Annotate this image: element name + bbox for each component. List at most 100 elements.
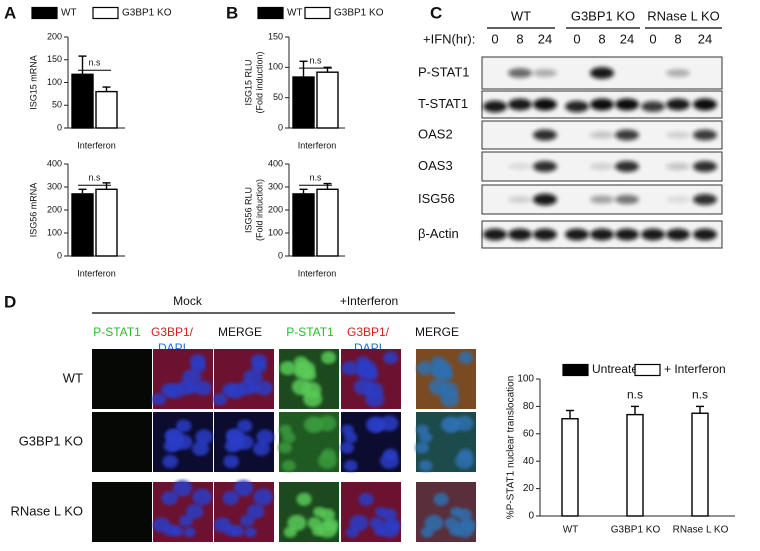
y-tick-label: 0 — [278, 250, 283, 260]
y-tick-label: 0 — [528, 511, 534, 522]
blot-band — [483, 228, 507, 241]
y-axis-label: (Fold induction) — [254, 51, 264, 113]
blot-row-label: OAS3 — [418, 158, 453, 173]
legend-swatch — [562, 363, 589, 377]
nucleus — [307, 517, 323, 530]
nucleus — [253, 488, 274, 506]
nucleus — [279, 361, 297, 376]
y-tick-label: 0 — [57, 250, 62, 260]
y-tick-label: 400 — [47, 158, 62, 168]
x-tick-label: G3BP1 KO — [611, 525, 661, 536]
blot-band — [693, 129, 717, 141]
micrograph — [278, 412, 339, 472]
blot-time-label: 24 — [538, 31, 552, 46]
nucleus — [172, 479, 193, 497]
nucleus — [349, 514, 369, 532]
blot-band — [533, 129, 557, 141]
micrograph — [340, 412, 401, 472]
nucleus — [457, 508, 472, 522]
significance-label: n.s — [627, 388, 643, 402]
nucleus — [365, 416, 386, 433]
y-tick-label: 300 — [268, 181, 283, 191]
y-tick-label: 100 — [47, 77, 62, 87]
channel-label: P-STAT1 — [286, 325, 334, 339]
blot-band — [508, 68, 532, 78]
blot-time-label: 24 — [620, 31, 634, 46]
blot-time-label: 0 — [573, 31, 580, 46]
micrograph — [151, 349, 213, 409]
row-label: WT — [63, 370, 83, 385]
nucleus — [231, 525, 245, 537]
nucleus — [183, 527, 196, 538]
blot-band — [533, 160, 557, 173]
nucleus — [302, 369, 317, 381]
blot-band — [693, 160, 717, 173]
blot-band — [590, 228, 614, 241]
nucleus — [233, 479, 254, 497]
nucleus — [237, 419, 253, 433]
nucleus — [244, 527, 257, 538]
nucleus — [341, 424, 354, 436]
nucleus — [382, 508, 397, 522]
y-tick-label: 100 — [268, 62, 283, 72]
channel-label: G3BP1/ — [347, 325, 390, 339]
blot-band — [590, 163, 614, 170]
x-tick-label: Interferon — [77, 140, 116, 150]
nucleus — [152, 517, 171, 533]
nucleus — [320, 508, 335, 522]
nucleus — [189, 354, 206, 368]
y-tick-label: 40 — [523, 456, 535, 467]
y-tick-label: 150 — [47, 54, 62, 64]
blot-row-label: T-STAT1 — [418, 96, 468, 111]
nucleus — [458, 448, 473, 461]
micrograph — [416, 349, 476, 409]
blot-band — [666, 69, 690, 77]
micrograph — [214, 412, 274, 472]
micrograph — [92, 349, 152, 409]
legend-label: WT — [61, 8, 77, 19]
y-tick-label: 60 — [523, 428, 535, 439]
nucleus — [194, 380, 212, 396]
nucleus — [191, 441, 209, 456]
legend-swatch — [92, 6, 119, 20]
y-tick-label: 300 — [47, 181, 62, 191]
legend-label: G3BP1 KO — [122, 8, 172, 19]
micrograph — [341, 482, 401, 542]
blot-band — [508, 163, 532, 170]
micrograph — [213, 479, 274, 542]
legend-label: WT — [287, 8, 303, 19]
y-tick-label: 50 — [52, 100, 62, 110]
blot-band — [483, 100, 507, 113]
blot-band — [693, 228, 717, 241]
significance-label: n.s — [692, 388, 708, 402]
nucleus — [213, 517, 232, 533]
legend-label: G3BP1 KO — [334, 8, 384, 19]
blot-band — [590, 67, 614, 79]
blot-band — [641, 228, 665, 241]
nucleus — [278, 441, 293, 454]
blot-band — [533, 193, 557, 206]
nucleus — [303, 416, 324, 433]
micrograph — [92, 412, 152, 472]
nucleus — [460, 518, 476, 532]
blot-band — [590, 131, 614, 139]
x-tick-label: WT — [563, 525, 579, 536]
blot-band — [533, 69, 557, 77]
significance-label: n.s — [88, 173, 101, 183]
y-tick-label: 50 — [273, 92, 283, 102]
blot-band — [641, 101, 665, 112]
y-axis-label: ISG56 RLU — [243, 187, 253, 233]
blot-row-label: ISG56 — [418, 191, 455, 206]
nucleus — [364, 369, 379, 381]
blot-band — [565, 100, 589, 113]
significance-label: n.s — [309, 173, 322, 183]
blot-band — [508, 98, 532, 111]
micrograph — [279, 349, 339, 409]
blot-band — [666, 131, 690, 139]
nucleus — [291, 378, 312, 396]
blot-band — [666, 228, 690, 241]
bar — [71, 73, 94, 129]
y-tick-label: 200 — [47, 204, 62, 214]
channel-label: G3BP1/ — [151, 325, 194, 339]
y-tick-label: 150 — [268, 31, 283, 41]
